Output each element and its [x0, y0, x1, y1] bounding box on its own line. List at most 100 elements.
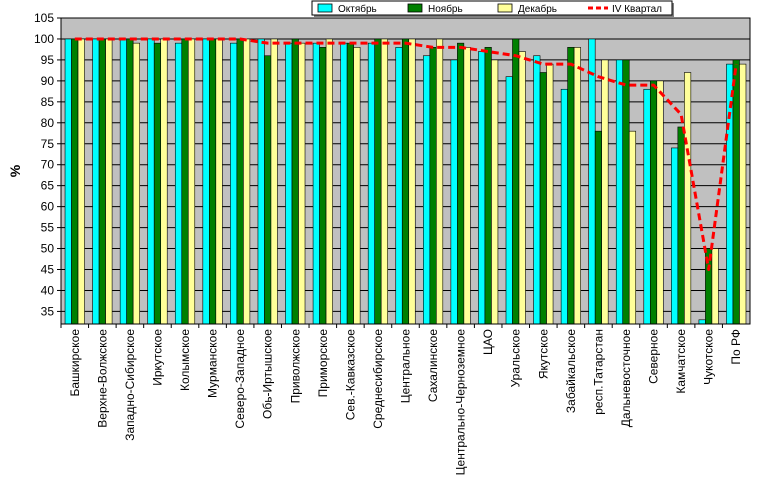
y-tick-label: 40 [41, 283, 55, 297]
legend-swatch [407, 3, 423, 13]
bar [230, 42, 238, 325]
bar [615, 59, 624, 325]
bars [64, 38, 747, 325]
x-tick-label: Приволжское [288, 329, 302, 404]
bar [423, 55, 431, 325]
x-tick-label: Камчатское [674, 329, 688, 394]
x-tick-label: Уральское [509, 329, 523, 388]
legend-box [311, 0, 673, 16]
bar [711, 248, 719, 325]
bar [484, 47, 492, 325]
bar [181, 38, 189, 325]
y-tick-label: 90 [41, 74, 55, 88]
y-tick-label: 55 [41, 221, 55, 235]
bar [132, 42, 140, 325]
bar [312, 42, 320, 325]
x-tick-label: Западно-Сибирское [123, 329, 137, 441]
legend-label: IV Квартал [612, 4, 662, 15]
bar [325, 38, 333, 325]
x-tick-label: Башкирское [68, 329, 82, 397]
bar [622, 59, 630, 325]
bar [236, 38, 244, 325]
y-tick-label: 65 [41, 179, 55, 193]
y-tick-label: 35 [41, 304, 55, 318]
y-axis: 35 40 45 50 55 60 65 70 75 80 85 90 95 100 105 [34, 11, 61, 318]
bar [160, 38, 168, 325]
bar [457, 42, 465, 325]
bar [505, 76, 513, 325]
y-tick-label: 60 [41, 200, 55, 214]
y-tick-label: 70 [41, 158, 55, 172]
legend-label: Ноябрь [428, 3, 463, 15]
bar [147, 38, 155, 325]
bar [298, 42, 306, 325]
y-tick-label: 105 [34, 11, 54, 25]
x-tick-label: Чукотское [702, 329, 716, 385]
x-tick-label: Верхне-Волжское [95, 329, 109, 428]
bar [436, 38, 444, 325]
bar [346, 42, 354, 325]
bar [71, 38, 79, 325]
bar [539, 72, 547, 325]
x-tick-label: Дальневосточное [619, 329, 633, 428]
bar [105, 38, 113, 325]
x-tick-label: Сахалинское [426, 329, 440, 402]
y-tick-label: 50 [41, 242, 55, 256]
bar [340, 42, 348, 325]
bar [215, 38, 223, 325]
x-tick-label: Сев.-Кавказское [343, 329, 357, 421]
x-tick-label: Центрально-Черноземное [454, 329, 468, 476]
bar [380, 38, 388, 325]
x-axis: Башкирское Верхне-Волжское Западно-Сибирск… [60, 323, 750, 476]
bar [594, 130, 602, 325]
bar [126, 38, 134, 325]
bar [588, 38, 596, 325]
series-line [74, 37, 738, 272]
bar [408, 38, 416, 325]
bar [656, 80, 664, 325]
quarter-line [74, 37, 738, 272]
x-tick-label: По РФ [729, 329, 743, 365]
bar [291, 38, 299, 325]
x-tick-label: Приморское [316, 329, 330, 398]
x-tick-label: Центральное [399, 329, 413, 404]
bar [573, 47, 581, 325]
y-tick-label: 100 [34, 32, 54, 46]
legend-swatch [317, 3, 333, 13]
bar [319, 47, 327, 325]
bar [174, 42, 183, 325]
bar [732, 59, 740, 325]
x-tick-label: Мурманское [206, 329, 220, 398]
y-tick-label: 80 [41, 116, 55, 130]
bar [264, 55, 272, 325]
bar [285, 42, 293, 325]
y-tick-label: 85 [41, 95, 55, 109]
bar [367, 42, 375, 325]
y-tick-label: 95 [41, 53, 55, 67]
bar [374, 38, 382, 325]
bar [119, 38, 127, 325]
bar [671, 147, 679, 325]
bar [209, 38, 217, 325]
bar [739, 63, 747, 325]
bar [560, 88, 568, 325]
bar [395, 47, 403, 325]
bar [77, 38, 85, 325]
bar [202, 38, 210, 325]
x-tick-label: Среднесибирское [371, 329, 385, 429]
bar [353, 47, 361, 325]
bar [153, 42, 162, 325]
x-tick-label: Иркутское [150, 329, 164, 386]
bar [450, 59, 458, 325]
bar [429, 47, 437, 325]
legend: Октябрь Ноябрь Декабрь IV Квартал [311, 0, 674, 17]
bar [567, 47, 575, 325]
x-tick-label: Забайкальское [564, 329, 578, 413]
legend-label: Октябрь [338, 3, 377, 15]
bar [257, 38, 265, 325]
y-tick-label: 75 [41, 137, 55, 151]
bar [643, 88, 651, 325]
bar [270, 38, 278, 325]
x-tick-label: Якутское [536, 329, 550, 379]
bar [187, 38, 196, 325]
